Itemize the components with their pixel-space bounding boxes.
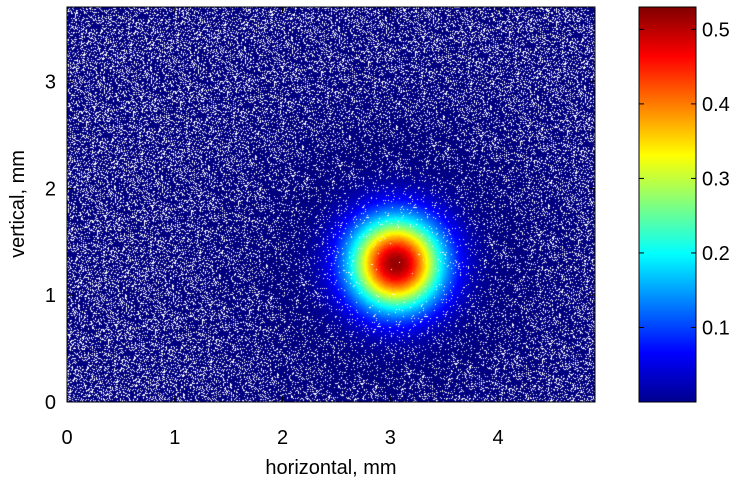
- x-tick-label: 3: [385, 427, 396, 449]
- colorbar-tick-label: 0.1: [702, 317, 730, 339]
- x-axis: 0 1 2 3 4: [61, 7, 504, 449]
- colorbar-tick-label: 0.3: [702, 168, 730, 190]
- y-tick-label: 2: [45, 178, 56, 200]
- x-tick-label: 1: [169, 427, 180, 449]
- x-axis-label: horizontal, mm: [265, 457, 396, 479]
- y-axis-label: vertical, mm: [7, 150, 29, 258]
- y-axis: 0 1 2 3: [45, 72, 595, 414]
- colorbar-tick-label: 0.2: [702, 243, 730, 265]
- y-tick-label: 3: [45, 72, 56, 94]
- y-tick-label: 0: [45, 392, 56, 414]
- colorbar: 0.1 0.2 0.3 0.4 0.5: [638, 6, 730, 403]
- x-tick-label: 4: [492, 427, 503, 449]
- x-tick-label: 2: [277, 427, 288, 449]
- colorbar-tick-label: 0.4: [702, 94, 730, 116]
- plot-frame: [66, 6, 596, 403]
- heatmap-image: [67, 7, 595, 402]
- colorbar-gradient: [638, 6, 697, 403]
- heatmap-plot: [66, 6, 596, 403]
- colorbar-tick-label: 0.5: [702, 19, 730, 41]
- colorbar-ticks: 0.1 0.2 0.3 0.4 0.5: [639, 19, 730, 339]
- y-tick-label: 1: [45, 285, 56, 307]
- x-tick-label: 0: [61, 427, 72, 449]
